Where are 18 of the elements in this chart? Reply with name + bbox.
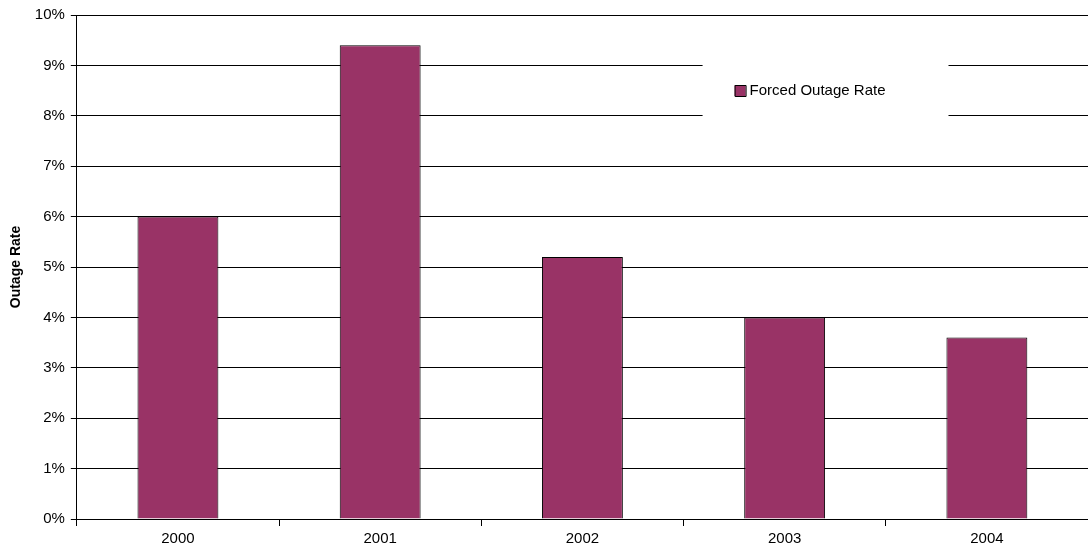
y-tick-label: 4%: [43, 307, 65, 325]
x-tick-label: 2002: [565, 529, 600, 547]
x-tick-label: 2003: [767, 529, 802, 547]
x-tick-label: 2004: [970, 529, 1004, 547]
y-tick-label: 3%: [43, 357, 65, 375]
y-tick-label: 7%: [43, 156, 65, 174]
y-tick-label: 10%: [34, 5, 65, 23]
legend-label: Forced Outage Rate: [749, 81, 886, 99]
x-tick-label: 2001: [363, 529, 397, 547]
y-tick-label: 0%: [43, 509, 65, 527]
y-tick-label: 1%: [43, 458, 65, 476]
y-tick-label: 8%: [43, 105, 65, 123]
y-tick-label: 6%: [43, 206, 65, 224]
y-tick-label: 2%: [43, 408, 65, 426]
x-tick-label: 2000: [161, 529, 195, 547]
y-axis-title: Outage Rate: [7, 225, 24, 309]
y-tick-label: 5%: [43, 257, 65, 275]
y-tick-label: 9%: [43, 55, 65, 73]
